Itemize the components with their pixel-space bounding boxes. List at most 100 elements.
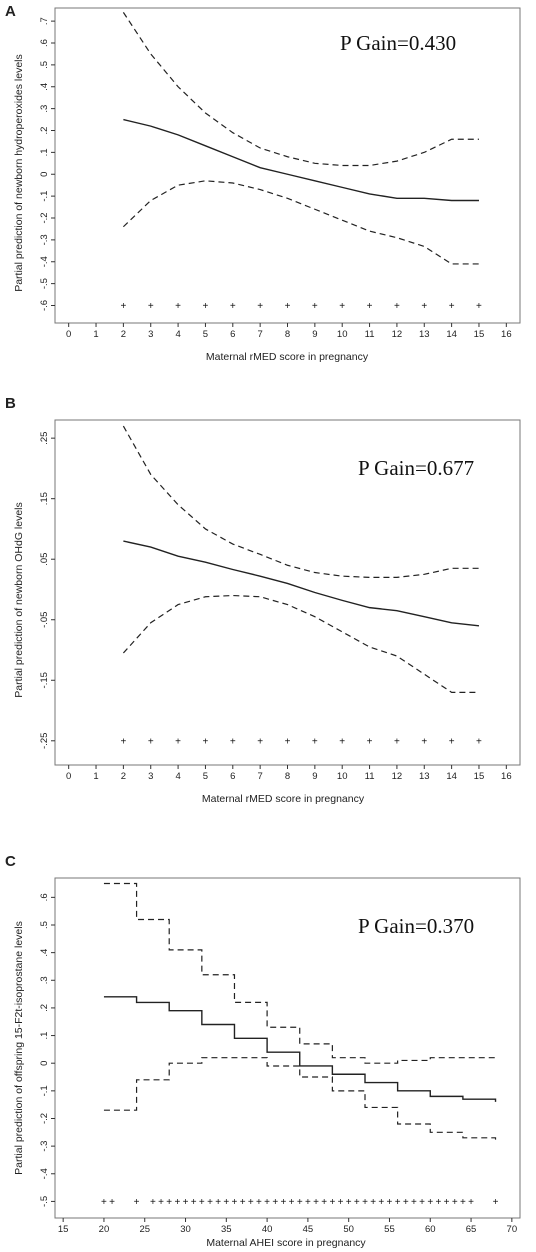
rug-point-c-7: + (183, 1197, 189, 1208)
y-tick-label-a-4: -.2 (39, 212, 50, 223)
y-tick-label-c-0: -.5 (39, 1196, 50, 1207)
rug-point-b-1: + (148, 736, 154, 747)
rug-point-c-35: + (411, 1197, 417, 1208)
rug-point-c-6: + (174, 1197, 180, 1208)
rug-point-a-11: + (421, 301, 427, 312)
x-tick-label-c-11: 70 (507, 1224, 518, 1235)
rug-point-c-18: + (272, 1197, 278, 1208)
x-tick-label-b-16: 16 (501, 771, 512, 782)
x-tick-label-c-1: 20 (99, 1224, 110, 1235)
x-tick-label-c-9: 60 (425, 1224, 436, 1235)
marks-a: 0 1 2 3 4 5 6 7 8 9 10 11 12 13 14 15 16-.6-.5-.4-.3-.2-… (39, 12, 512, 340)
fit-line-c (103, 996, 497, 1102)
p-gain-annotation-c: P Gain=0.370 (358, 914, 474, 938)
y-tick-label-a-0: -.6 (39, 300, 50, 311)
rug-point-b-11: + (421, 736, 427, 747)
rug-point-c-37: + (427, 1197, 433, 1208)
y-tick-label-c-3: -.2 (39, 1113, 50, 1124)
y-tick-label-a-8: .2 (39, 127, 50, 135)
rug-point-b-4: + (230, 736, 236, 747)
x-tick-label-a-9: 9 (312, 329, 317, 340)
rug-point-b-0: + (120, 736, 126, 747)
rug-point-c-27: + (346, 1197, 352, 1208)
rug-point-c-20: + (289, 1197, 295, 1208)
rug-point-a-13: + (476, 301, 482, 312)
lower-ci-line-b (122, 594, 479, 693)
rug-point-c-41: + (460, 1197, 466, 1208)
rug-point-c-15: + (248, 1197, 254, 1208)
rug-point-b-3: + (203, 736, 209, 747)
rug-point-c-10: + (207, 1197, 213, 1208)
y-tick-label-a-7: .1 (39, 148, 50, 156)
rug-point-b-12: + (449, 736, 455, 747)
x-tick-label-b-5: 5 (203, 771, 208, 782)
rug-point-c-32: + (387, 1197, 393, 1208)
y-tick-label-a-12: .6 (39, 39, 50, 47)
upper-ci-line-c (103, 882, 497, 1064)
rug-point-c-19: + (280, 1197, 286, 1208)
rug-point-c-38: + (435, 1197, 441, 1208)
rug-point-c-23: + (313, 1197, 319, 1208)
rug-point-c-9: + (199, 1197, 205, 1208)
y-tick-label-c-6: .1 (39, 1032, 50, 1040)
rug-point-a-10: + (394, 301, 400, 312)
x-tick-label-c-2: 25 (139, 1224, 150, 1235)
x-tick-label-b-15: 15 (474, 771, 485, 782)
p-gain-annotation-b: P Gain=0.677 (358, 456, 474, 480)
x-tick-label-a-5: 5 (203, 329, 208, 340)
rug-point-c-31: + (378, 1197, 384, 1208)
panel-a: A 0 1 2 3 4 5 6 7 8 9 10 11 12 13 14 15 16-.6-.5-.4-.3-.… (5, 3, 521, 363)
x-tick-label-b-0: 0 (66, 771, 71, 782)
plot-frame-a (54, 7, 521, 324)
panel-letter-a: A (5, 3, 16, 20)
rug-point-c-40: + (452, 1197, 458, 1208)
rug-point-b-6: + (285, 736, 291, 747)
y-tick-label-c-10: .5 (39, 921, 50, 929)
x-tick-label-a-3: 3 (148, 329, 153, 340)
marks-b: 0 1 2 3 4 5 6 7 8 9 10 11 12 13 14 15 16-.25-.15-.05.05.… (39, 425, 512, 782)
y-tick-label-b-3: .05 (39, 553, 50, 566)
y-tick-label-a-9: .3 (39, 105, 50, 113)
rug-point-c-2: + (134, 1197, 140, 1208)
x-tick-label-b-7: 7 (257, 771, 262, 782)
y-tick-label-c-4: -.1 (39, 1085, 50, 1096)
rug-point-c-8: + (191, 1197, 197, 1208)
x-tick-label-c-0: 15 (58, 1224, 69, 1235)
rug-point-a-5: + (257, 301, 263, 312)
rug-point-c-13: + (232, 1197, 238, 1208)
rug-point-c-3: + (150, 1197, 156, 1208)
y-tick-label-a-5: -.1 (39, 191, 50, 202)
upper-ci-line-b (122, 425, 479, 578)
x-tick-label-a-2: 2 (121, 329, 126, 340)
y-tick-label-a-2: -.4 (39, 256, 50, 267)
x-tick-label-b-10: 10 (337, 771, 348, 782)
rug-point-c-5: + (166, 1197, 172, 1208)
rug-point-c-0: + (101, 1197, 107, 1208)
y-tick-label-c-5: 0 (39, 1061, 50, 1066)
rug-point-a-4: + (230, 301, 236, 312)
rug-point-c-24: + (321, 1197, 327, 1208)
x-tick-label-b-11: 11 (365, 771, 375, 782)
x-tick-label-c-3: 30 (180, 1224, 191, 1235)
rug-point-b-10: + (394, 736, 400, 747)
x-tick-label-a-4: 4 (175, 329, 180, 340)
rug-point-a-8: + (339, 301, 345, 312)
rug-point-c-29: + (362, 1197, 368, 1208)
x-tick-label-b-4: 4 (175, 771, 180, 782)
y-tick-label-c-11: .6 (39, 893, 50, 901)
y-tick-label-c-1: -.4 (39, 1168, 50, 1179)
x-tick-label-b-2: 2 (121, 771, 126, 782)
x-tick-label-c-4: 35 (221, 1224, 232, 1235)
x-axis-label-a: Maternal rMED score in pregnancy (206, 351, 369, 363)
x-tick-label-a-14: 14 (446, 329, 457, 340)
x-tick-label-a-16: 16 (501, 329, 512, 340)
rug-point-b-2: + (175, 736, 181, 747)
x-tick-label-a-11: 11 (365, 329, 375, 340)
x-tick-label-b-9: 9 (312, 771, 317, 782)
x-tick-label-c-8: 55 (384, 1224, 395, 1235)
x-tick-label-a-13: 13 (419, 329, 430, 340)
rug-point-c-21: + (297, 1197, 303, 1208)
plot-frame-c (54, 877, 521, 1219)
rug-point-a-3: + (203, 301, 209, 312)
